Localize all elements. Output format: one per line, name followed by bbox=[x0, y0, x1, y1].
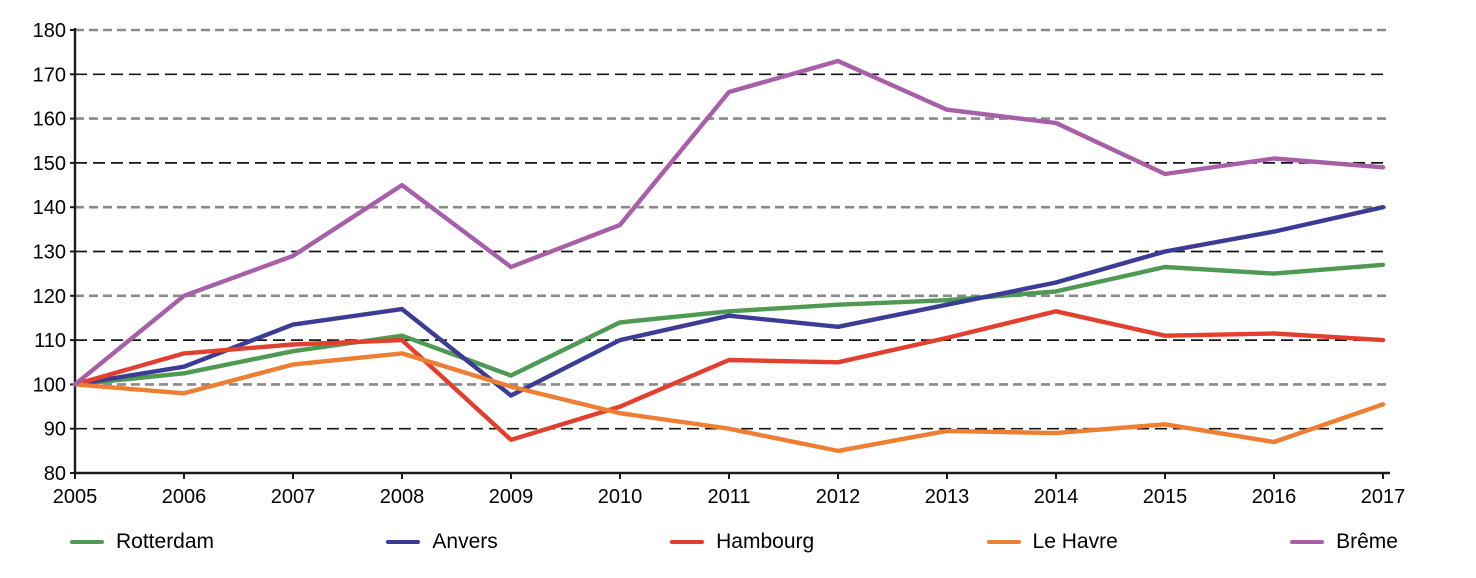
y-tick-label-80: 80 bbox=[44, 463, 66, 485]
legend-label: Brême bbox=[1336, 530, 1398, 553]
legend-swatch-rotterdam bbox=[70, 540, 104, 544]
legend-swatch-le-havre bbox=[986, 540, 1021, 544]
y-tick-label-180: 180 bbox=[33, 20, 66, 42]
x-tick-label-2011: 2011 bbox=[707, 486, 750, 508]
y-tick-label-130: 130 bbox=[33, 242, 66, 264]
x-tick-label-2010: 2010 bbox=[598, 486, 643, 508]
y-tick-label-140: 140 bbox=[33, 197, 66, 219]
legend-label: Rotterdam bbox=[116, 530, 215, 553]
x-tick-label-2005: 2005 bbox=[53, 486, 98, 508]
legend-swatch-anvers bbox=[386, 540, 421, 544]
y-tick-label-90: 90 bbox=[44, 419, 66, 441]
x-tick-label-2009: 2009 bbox=[489, 486, 534, 508]
series-line-rotterdam bbox=[72, 262, 1386, 387]
y-tick-label-160: 160 bbox=[33, 109, 66, 131]
legend-item-le-havre: Le Havre bbox=[986, 530, 1118, 554]
legend-swatch-hambourg bbox=[670, 540, 705, 544]
y-tick-label-150: 150 bbox=[33, 153, 66, 175]
y-tick-label-100: 100 bbox=[33, 374, 66, 396]
x-tick-label-2017: 2017 bbox=[1361, 486, 1406, 508]
y-tick-label-110: 110 bbox=[34, 330, 66, 352]
legend-swatch-brême bbox=[1290, 540, 1325, 544]
y-tick-label-120: 120 bbox=[33, 286, 66, 308]
x-tick-label-2007: 2007 bbox=[271, 486, 316, 508]
legend-item-hambourg: Hambourg bbox=[670, 530, 814, 554]
x-tick-label-2013: 2013 bbox=[925, 486, 970, 508]
y-tick-label-170: 170 bbox=[33, 64, 66, 86]
legend-item-anvers: Anvers bbox=[386, 530, 498, 554]
x-tick-label-2016: 2016 bbox=[1252, 486, 1297, 508]
x-tick-label-2012: 2012 bbox=[816, 486, 861, 508]
legend-item-brême: Brême bbox=[1290, 530, 1398, 554]
series-line-le-havre bbox=[72, 351, 1386, 454]
series-line-hambourg bbox=[72, 309, 1386, 442]
chart-legend: Rotterdam Anvers Hambourg Le Havre Brême bbox=[70, 530, 1398, 554]
x-tick-label-2006: 2006 bbox=[162, 486, 207, 508]
legend-label: Le Havre bbox=[1032, 530, 1118, 553]
legend-label: Hambourg bbox=[716, 530, 815, 553]
series-line-anvers bbox=[72, 204, 1386, 398]
x-tick-label-2014: 2014 bbox=[1034, 486, 1079, 508]
x-tick-label-2008: 2008 bbox=[380, 486, 425, 508]
x-tick-label-2015: 2015 bbox=[1143, 486, 1188, 508]
legend-label: Anvers bbox=[432, 530, 498, 553]
series-line-brême bbox=[72, 58, 1386, 387]
legend-item-rotterdam: Rotterdam bbox=[70, 530, 214, 554]
